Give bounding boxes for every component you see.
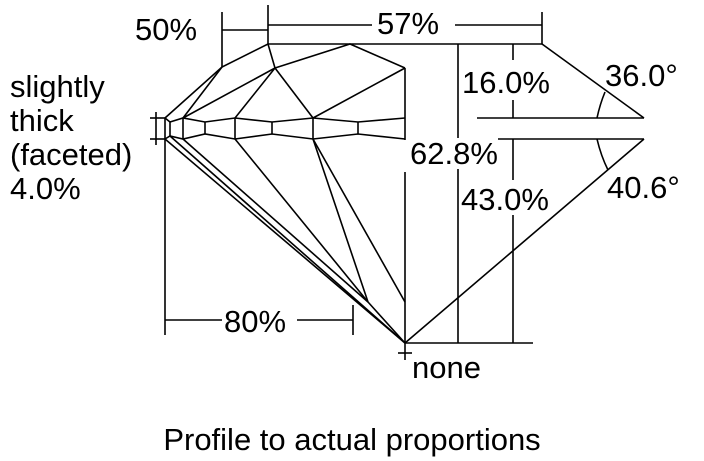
culet-marker xyxy=(398,343,412,360)
crown-height-label: 16.0% xyxy=(462,65,550,100)
total-depth-label: 62.8% xyxy=(410,136,498,171)
caption: Profile to actual proportions xyxy=(163,422,541,457)
table-label: 57% xyxy=(375,6,442,41)
depth-lines xyxy=(457,44,514,343)
culet-label: none xyxy=(412,350,481,385)
crown-angle-label: 36.0° xyxy=(605,58,678,93)
star-length-dimension xyxy=(221,12,268,67)
crown-facets xyxy=(164,42,406,119)
star-length-label: 50% xyxy=(135,12,198,47)
girdle-label-line: slightly xyxy=(10,69,105,104)
pavilion-depth-label: 43.0% xyxy=(461,182,549,217)
lower-half-dimension xyxy=(164,139,354,335)
lower-half-label: 80% xyxy=(224,304,287,339)
pavilion-facets xyxy=(164,135,406,344)
pavilion-angle-label: 40.6° xyxy=(607,170,680,205)
girdle-label: slightly thick (faceted) 4.0% xyxy=(10,70,132,206)
pavilion-angle-figure xyxy=(404,138,645,344)
girdle xyxy=(150,112,406,145)
girdle-label-line: (faceted) xyxy=(10,137,133,172)
girdle-label-line: 4.0% xyxy=(10,171,81,206)
girdle-label-line: thick xyxy=(10,103,74,138)
table-dimension xyxy=(267,5,543,44)
crown-angle-figure xyxy=(477,43,645,119)
